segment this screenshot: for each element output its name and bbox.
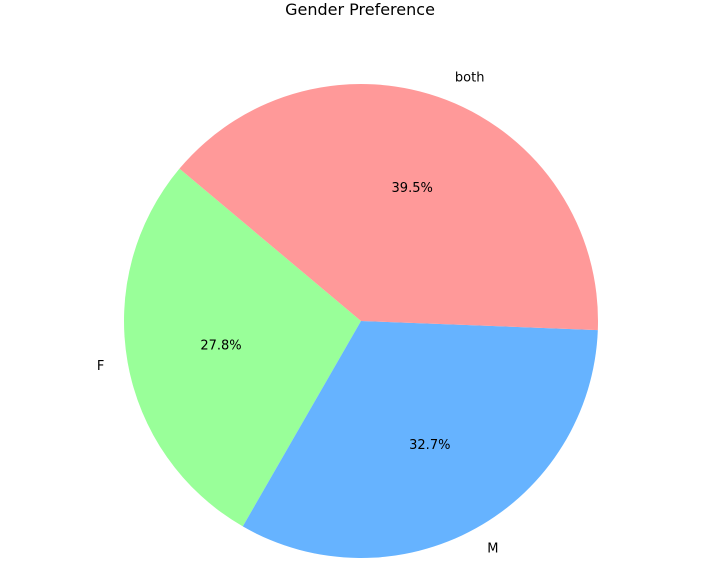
pie-slice-m [242, 321, 598, 558]
pct-label-both: 39.5% [392, 181, 433, 196]
chart-title: Gender Preference [285, 0, 435, 19]
pct-label-f: 27.8% [200, 338, 241, 353]
pie-slice-both [179, 83, 599, 331]
slice-label-both: both [455, 70, 485, 85]
slice-label-m: M [487, 542, 498, 557]
pct-label-m: 32.7% [409, 438, 450, 453]
slice-label-f: F [97, 359, 104, 374]
pie-slice-f [124, 168, 362, 527]
pie-labels: F 27.8% M 32.7% both 39.5% [97, 70, 499, 556]
pie-slices [124, 83, 599, 558]
